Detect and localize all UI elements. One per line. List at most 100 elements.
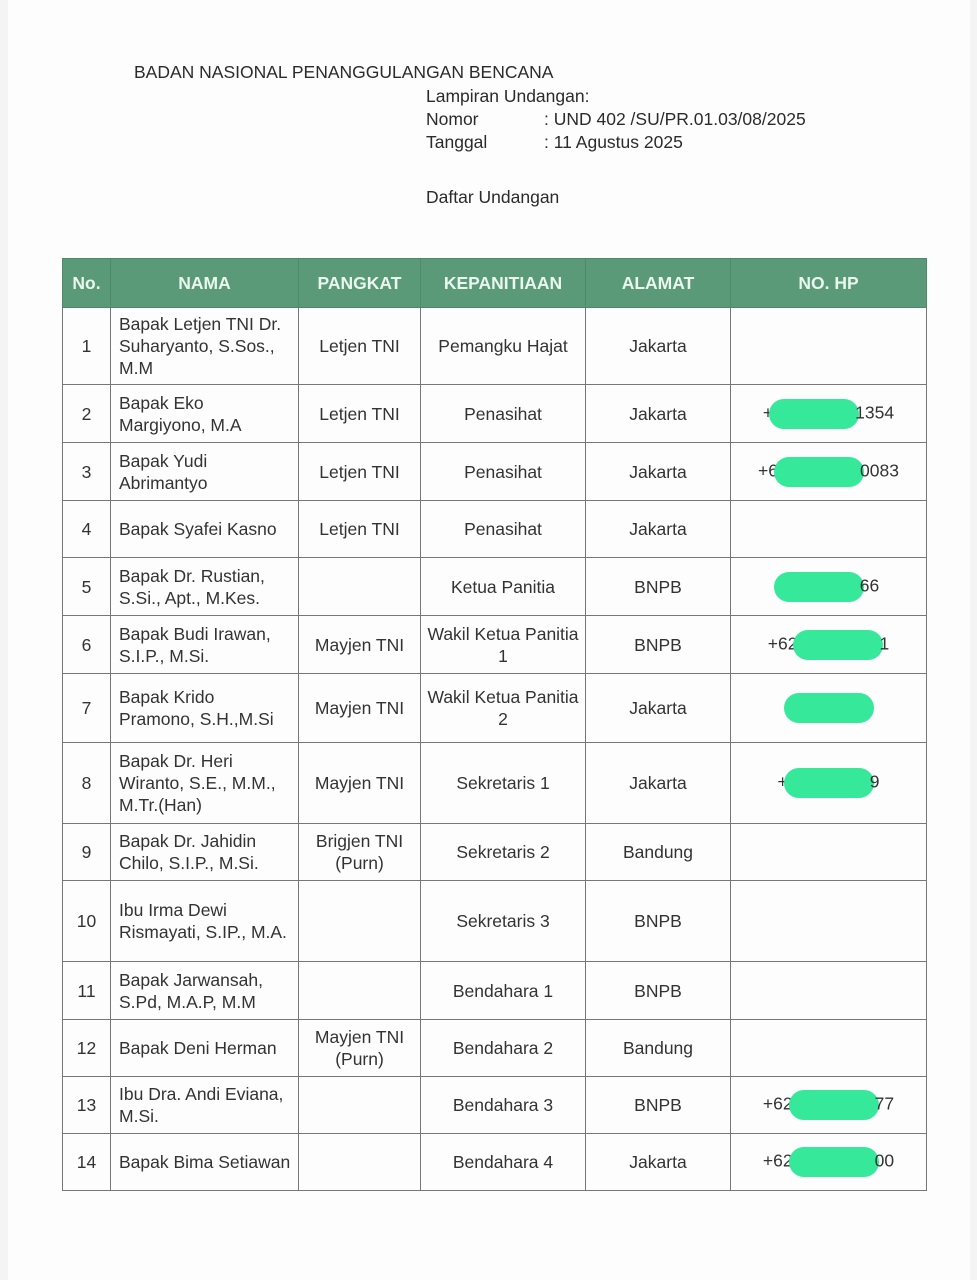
nomor-value: : UND 402 /SU/PR.01.03/08/2025 bbox=[544, 109, 806, 129]
cell-pangkat: Letjen TNI bbox=[298, 500, 421, 558]
cell-alamat: Jakarta bbox=[585, 500, 731, 558]
cell-alamat: Jakarta bbox=[585, 384, 731, 443]
cell-nama: Bapak Deni Herman bbox=[110, 1019, 299, 1077]
cell-no: 5 bbox=[62, 557, 111, 616]
cell-nama: Ibu Dra. Andi Eviana, M.Si. bbox=[110, 1076, 299, 1134]
cell-no: 13 bbox=[62, 1076, 111, 1134]
cell-pangkat: Letjen TNI bbox=[298, 384, 421, 443]
cell-pangkat bbox=[298, 961, 421, 1020]
redaction-mark bbox=[788, 1090, 879, 1120]
cell-kepanitiaan: Sekretaris 2 bbox=[420, 823, 586, 881]
cell-pangkat: Letjen TNI bbox=[298, 442, 421, 501]
redaction-mark bbox=[774, 456, 864, 487]
table-row: 4 Bapak Syafei Kasno Letjen TNI Penasihat Ja… bbox=[62, 500, 927, 558]
cell-kepanitiaan: Penasihat bbox=[420, 384, 586, 443]
cell-nama: Bapak Syafei Kasno bbox=[110, 500, 299, 558]
phone-suffix: 1354 bbox=[855, 402, 895, 423]
redaction-mark bbox=[793, 629, 884, 660]
cell-hp bbox=[730, 307, 927, 385]
cell-nama: Bapak Eko Margiyono, M.A bbox=[110, 384, 299, 443]
redaction-mark bbox=[783, 768, 874, 798]
table-row: 14 Bapak Bima Setiawan Bendahara 4 Jakarta +… bbox=[62, 1133, 927, 1191]
cell-nama: Bapak Budi Irawan, S.I.P., M.Si. bbox=[110, 615, 299, 674]
column-header: NO. HP bbox=[730, 258, 927, 308]
cell-alamat: BNPB bbox=[585, 557, 731, 616]
phone-suffix: 1 bbox=[879, 633, 890, 654]
cell-hp bbox=[730, 673, 927, 743]
table-row: 7 Bapak Krido Pramono, S.H.,M.Si Mayjen TN… bbox=[62, 673, 927, 743]
phone-number: +6 0083 bbox=[758, 456, 899, 487]
cell-hp: +6 0083 bbox=[730, 442, 927, 501]
table-row: 11 Bapak Jarwansah, S.Pd, M.A.P, M.M Benda… bbox=[62, 961, 927, 1020]
tanggal-value: : 11 Agustus 2025 bbox=[544, 132, 683, 152]
cell-kepanitiaan: Penasihat bbox=[420, 500, 586, 558]
cell-hp: +9 bbox=[730, 742, 927, 824]
phone-suffix: 77 bbox=[874, 1093, 895, 1114]
cell-pangkat: Brigjen TNI (Purn) bbox=[298, 823, 421, 881]
cell-no: 11 bbox=[62, 961, 111, 1020]
cell-no: 10 bbox=[62, 880, 111, 962]
cell-no: 9 bbox=[62, 823, 111, 881]
cell-hp bbox=[730, 500, 927, 558]
cell-hp: +1354 bbox=[730, 384, 927, 443]
cell-pangkat: Mayjen TNI bbox=[298, 615, 421, 674]
table-row: 6 Bapak Budi Irawan, S.I.P., M.Si. Mayjen … bbox=[62, 615, 927, 674]
phone-number: +62 00 bbox=[763, 1147, 894, 1177]
cell-no: 12 bbox=[62, 1019, 111, 1077]
cell-no: 6 bbox=[62, 615, 111, 674]
redaction-mark bbox=[788, 1147, 879, 1177]
cell-kepanitiaan: Sekretaris 3 bbox=[420, 880, 586, 962]
cell-nama: Bapak Dr. Heri Wiranto, S.E., M.M., M.Tr… bbox=[110, 742, 299, 824]
phone-prefix: +62 bbox=[762, 1150, 793, 1171]
cell-no: 8 bbox=[62, 742, 111, 824]
cell-hp bbox=[730, 1019, 927, 1077]
cell-nama: Bapak Jarwansah, S.Pd, M.A.P, M.M bbox=[110, 961, 299, 1020]
cell-hp bbox=[730, 823, 927, 881]
cell-no: 4 bbox=[62, 500, 111, 558]
list-title: Daftar Undangan bbox=[426, 187, 560, 207]
table-row: 2 Bapak Eko Margiyono, M.A Letjen TNI Penas… bbox=[62, 384, 927, 443]
redaction-mark bbox=[769, 398, 860, 429]
column-header: NAMA bbox=[110, 258, 299, 308]
organization-name: BADAN NASIONAL PENANGGULANGAN BENCANA bbox=[134, 62, 554, 82]
cell-kepanitiaan: Bendahara 4 bbox=[420, 1133, 586, 1191]
cell-nama: Bapak Bima Setiawan bbox=[110, 1133, 299, 1191]
phone-number: +62 1 bbox=[767, 629, 890, 660]
cell-no: 7 bbox=[62, 673, 111, 743]
letter-meta: Lampiran Undangan: Nomor: UND 402 /SU/PR… bbox=[426, 85, 806, 154]
cell-nama: Bapak Dr. Jahidin Chilo, S.I.P., M.Si. bbox=[110, 823, 299, 881]
cell-hp: +62 1 bbox=[730, 615, 927, 674]
phone-prefix: +6 bbox=[758, 460, 778, 481]
cell-kepanitiaan: Wakil Ketua Panitia 1 bbox=[420, 615, 586, 674]
cell-hp bbox=[730, 961, 927, 1020]
cell-alamat: Jakarta bbox=[585, 673, 731, 743]
cell-kepanitiaan: Sekretaris 1 bbox=[420, 742, 586, 824]
cell-nama: Bapak Dr. Rustian, S.Si., Apt., M.Kes. bbox=[110, 557, 299, 616]
phone-number bbox=[783, 693, 874, 723]
table-row: 5 Bapak Dr. Rustian, S.Si., Apt., M.Kes. K… bbox=[62, 557, 927, 616]
cell-hp bbox=[730, 880, 927, 962]
cell-alamat: BNPB bbox=[585, 615, 731, 674]
cell-alamat: BNPB bbox=[585, 961, 731, 1020]
table-row: 9 Bapak Dr. Jahidin Chilo, S.I.P., M.Si. B… bbox=[62, 823, 927, 881]
cell-nama: Bapak Letjen TNI Dr. Suharyanto, S.Sos.,… bbox=[110, 307, 299, 385]
phone-suffix: 66 bbox=[859, 575, 880, 596]
cell-hp: +62 00 bbox=[730, 1133, 927, 1191]
phone-prefix: +62 bbox=[767, 633, 798, 654]
column-header: No. bbox=[62, 258, 111, 308]
cell-alamat: Jakarta bbox=[585, 307, 731, 385]
cell-hp: +62 77 bbox=[730, 1076, 927, 1134]
cell-no: 3 bbox=[62, 442, 111, 501]
redaction-mark bbox=[783, 693, 874, 723]
cell-kepanitiaan: Ketua Panitia bbox=[420, 557, 586, 616]
cell-kepanitiaan: Pemangku Hajat bbox=[420, 307, 586, 385]
cell-alamat: BNPB bbox=[585, 880, 731, 962]
phone-prefix: + bbox=[762, 402, 774, 423]
cell-pangkat bbox=[298, 1133, 421, 1191]
cell-pangkat: Letjen TNI bbox=[298, 307, 421, 385]
table-row: 1 Bapak Letjen TNI Dr. Suharyanto, S.Sos.… bbox=[62, 307, 927, 385]
phone-prefix: +62 bbox=[762, 1093, 793, 1114]
cell-kepanitiaan: Penasihat bbox=[420, 442, 586, 501]
phone-number: 66 bbox=[773, 571, 880, 602]
attachment-label: Lampiran Undangan: bbox=[426, 86, 590, 106]
